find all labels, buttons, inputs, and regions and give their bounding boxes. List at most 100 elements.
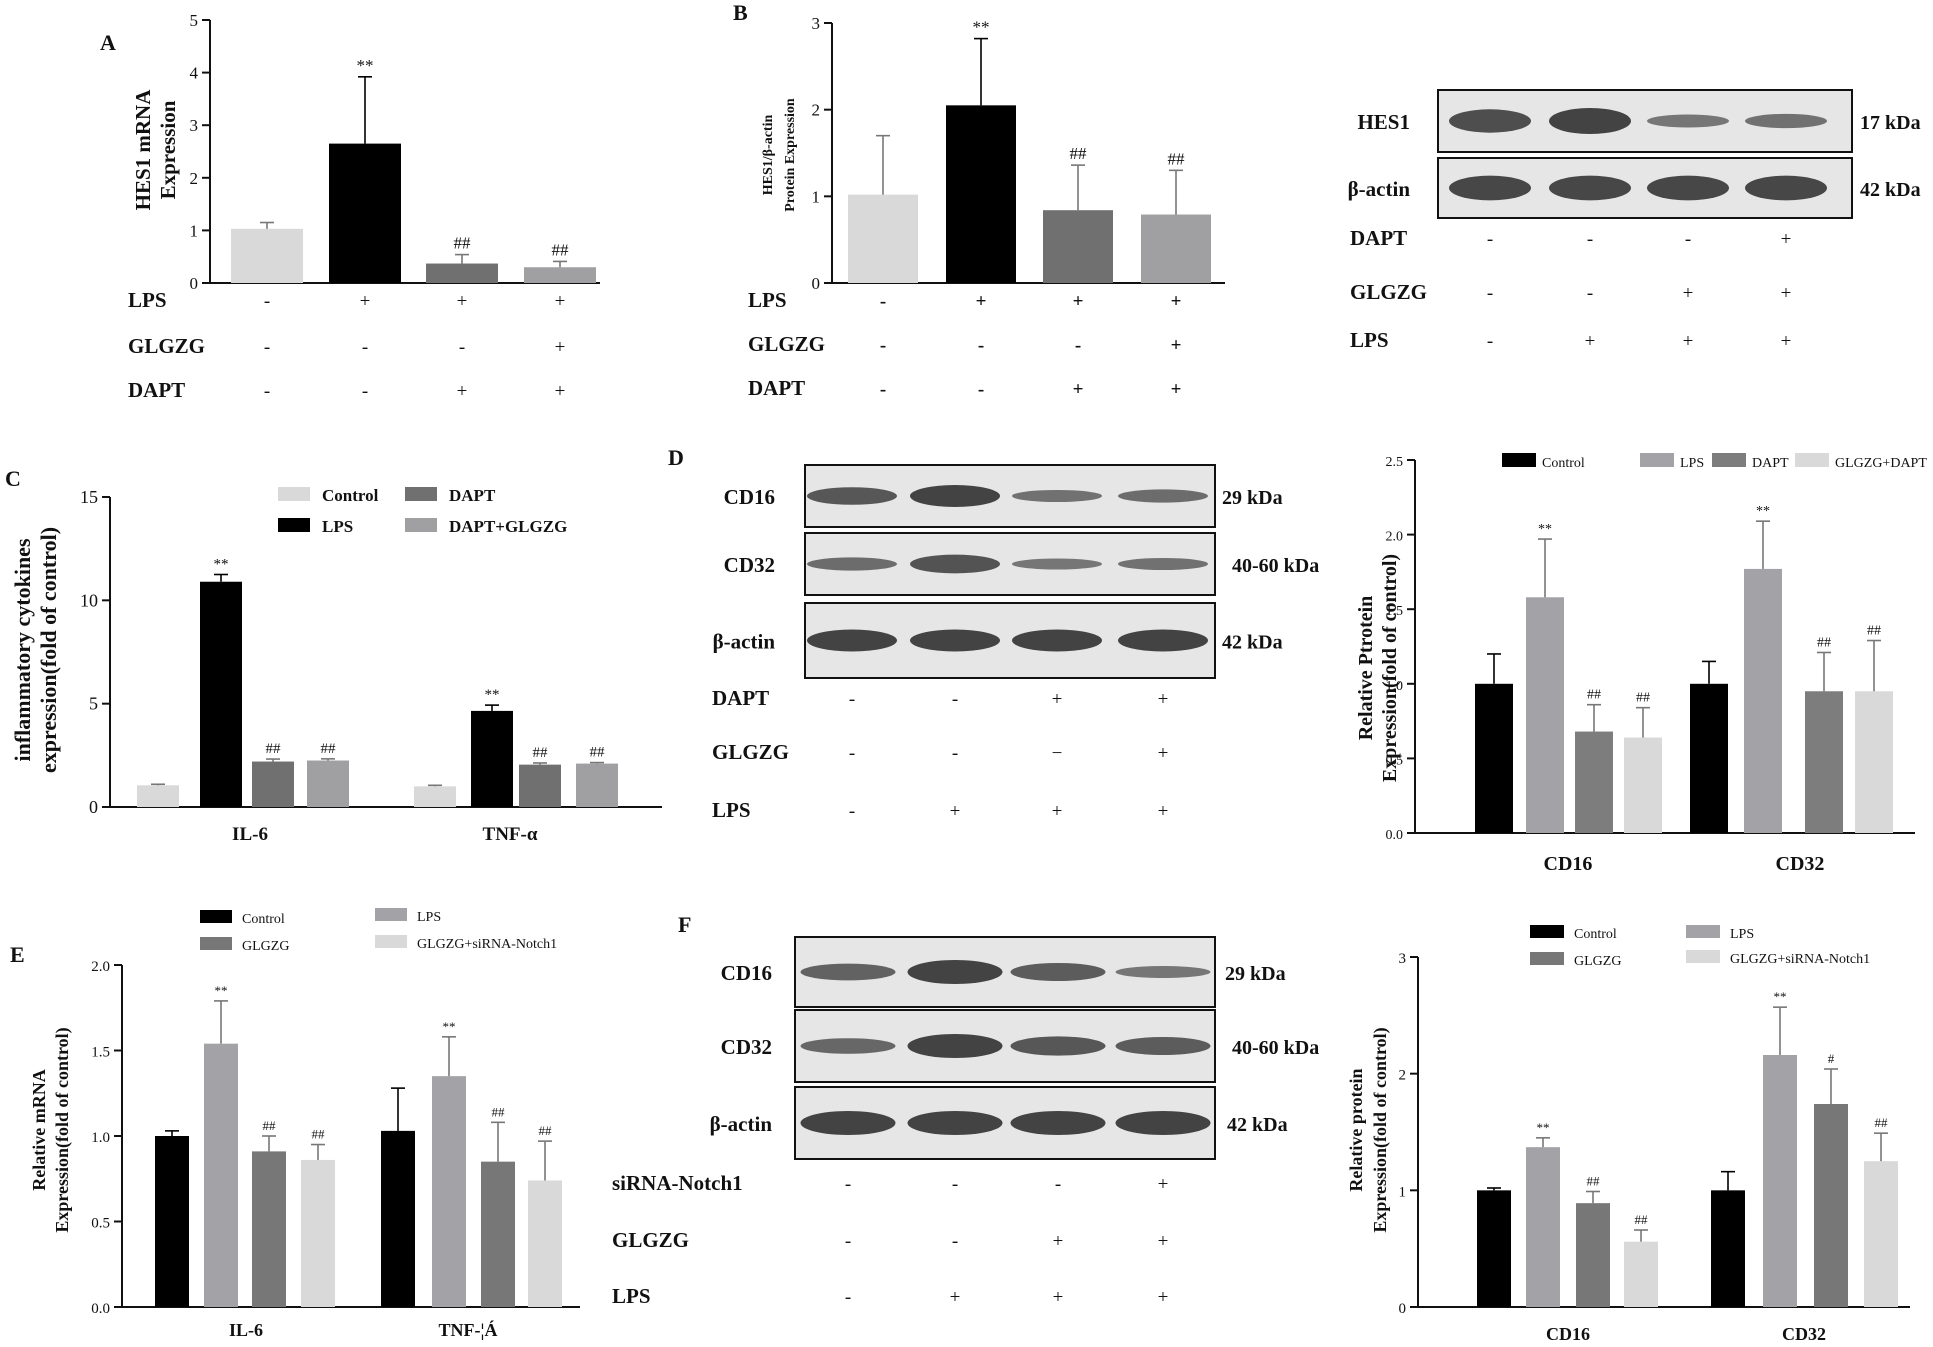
blot-b-sign: + [1781,331,1792,352]
blot-f-sign: - [952,1174,958,1195]
blot-d-kda-label: 42 kDa [1222,632,1283,654]
panel-b-y-label: HES1/β-actin [761,115,776,196]
panel-f-legend-label: GLGZG [1574,954,1621,969]
panel-letter-d: D [668,445,684,470]
panel-b-y-tick-label: 2 [812,101,821,120]
panel-a-sign: - [362,381,368,402]
blot-f-row-label: CD16 [721,961,772,985]
blot-f-sign: + [1158,1174,1169,1195]
panel-f-legend-swatch [1686,950,1720,963]
blot-f-row-label: β-actin [710,1112,773,1136]
panel-d-1-1-bar [1744,568,1782,833]
panel-f-2-0-significance: ## [1587,1174,1601,1189]
panel-f-legend-label: LPS [1730,927,1754,942]
panel-d-y-label: Relative Ptrotein [1355,596,1377,741]
blot-d-sign: − [1052,743,1063,764]
blot-f-band [1010,1111,1106,1135]
panel-e-3-1-significance: ## [539,1123,553,1138]
panel-d-legend-label: Control [1542,456,1585,471]
panel-d-legend-swatch [1640,453,1674,467]
panel-c-legend-label: DAPT [449,486,496,505]
blot-d-kda-label: 40-60 kDa [1232,555,1319,577]
blot-f-band [1115,1111,1211,1135]
panel-f-legend-swatch [1686,925,1720,938]
blot-f-band [907,1034,1003,1058]
panel-e-1-1-bar [432,1076,466,1307]
panel-e-1-0-bar [204,1043,238,1307]
blot-d-row-label: CD32 [724,553,775,577]
panel-d-3-0-significance: ## [1636,691,1650,706]
panel-a-sign: - [264,337,270,358]
panel-e-3-1-bar [528,1180,562,1307]
blot-f-treatment-label: GLGZG [612,1228,689,1252]
panel-f-1-1-significance: ** [1774,989,1787,1004]
blot-f-sign: - [1055,1174,1061,1195]
panel-f-y-tick-label: 3 [1399,951,1407,967]
panel-a-sign: - [459,337,465,358]
panel-d-2-1-bar [1805,691,1843,833]
panel-c-y-tick-label: 15 [80,487,98,507]
panel-c-x-tick-label: TNF-α [483,824,538,845]
panel-e-y-tick-label: 0.5 [91,1216,110,1232]
panel-e-2-0-bar [252,1151,286,1307]
panel-f-y-label: Relative protein [1346,1068,1366,1191]
blot-f-sign: + [1158,1231,1169,1252]
panel-c-y-label: inflammatory cytokines [10,538,35,761]
blot-f-band [800,963,896,981]
panel-d-y-tick-label: 2.0 [1386,530,1404,545]
panel-f-y-tick-label: 1 [1399,1184,1407,1200]
panel-b-sign: + [1073,291,1084,312]
panel-c-3-1-significance: ## [590,745,606,761]
panel-f-3-0-significance: ## [1635,1212,1649,1227]
blot-b-kda-label: 42 kDa [1860,179,1921,201]
panel-b-3-bar [1141,214,1211,283]
panel-f-legend-label: GLGZG+siRNA-Notch1 [1730,952,1870,967]
blot-d-sign: - [952,689,958,710]
panel-b-sign: - [978,335,984,356]
panel-c-2-1-significance: ## [533,745,549,761]
panel-d-2-0-significance: ## [1587,688,1601,703]
panel-e-y-tick-label: 2.0 [91,959,110,975]
panel-f-y-label: Expression(fold of control) [1370,1027,1391,1232]
panel-f-legend-swatch [1530,952,1564,965]
panel-e-legend-label: Control [242,912,285,927]
panel-b-1-bar [946,105,1016,283]
panel-d-1-0-significance: ** [1538,522,1552,537]
panel-e-legend-swatch [375,935,407,948]
blot-b-band [1745,175,1827,201]
panel-c-y-label: expression(fold of control) [36,527,61,773]
panel-d-y-tick-label: 1.0 [1386,679,1404,694]
blot-d-kda-label: 29 kDa [1222,487,1283,509]
panel-b-sign: - [978,379,984,400]
panel-f-3-1-bar [1864,1161,1898,1307]
blot-f-sign: - [952,1231,958,1252]
blot-f-band [800,1111,896,1135]
blot-d-band [910,485,1000,507]
panel-c-1-1-significance: ** [485,687,500,703]
panel-a-sign: + [555,381,566,402]
panel-d-1-0-bar [1526,597,1564,833]
blot-b-kda-label: 17 kDa [1860,112,1921,134]
blot-f-sign: - [845,1287,851,1308]
blot-f-band [1010,963,1106,981]
panel-c-3-0-significance: ## [321,741,337,757]
panel-e-3-0-bar [301,1159,335,1307]
panel-letter-b: B [733,0,748,25]
panel-f-1-1-bar [1763,1055,1797,1307]
panel-c-1-0-bar [200,581,242,807]
blot-d-band [1118,557,1208,571]
panel-e-3-0-significance: ## [312,1127,326,1142]
blot-f-band [1010,1036,1106,1056]
panel-c-0-0-bar [137,785,179,807]
blot-b-sign: + [1781,283,1792,304]
blot-b-band [1449,175,1531,201]
blot-f-sign: + [1053,1231,1064,1252]
panel-b-treatment-label: LPS [748,288,787,312]
blot-d-band [910,629,1000,652]
panel-e-legend-swatch [200,910,232,923]
panel-a-y-label: HES1 mRNA [131,89,155,211]
blot-d-sign: + [1052,801,1063,822]
panel-c-legend-swatch [405,518,437,532]
blot-d-sign: + [1052,689,1063,710]
